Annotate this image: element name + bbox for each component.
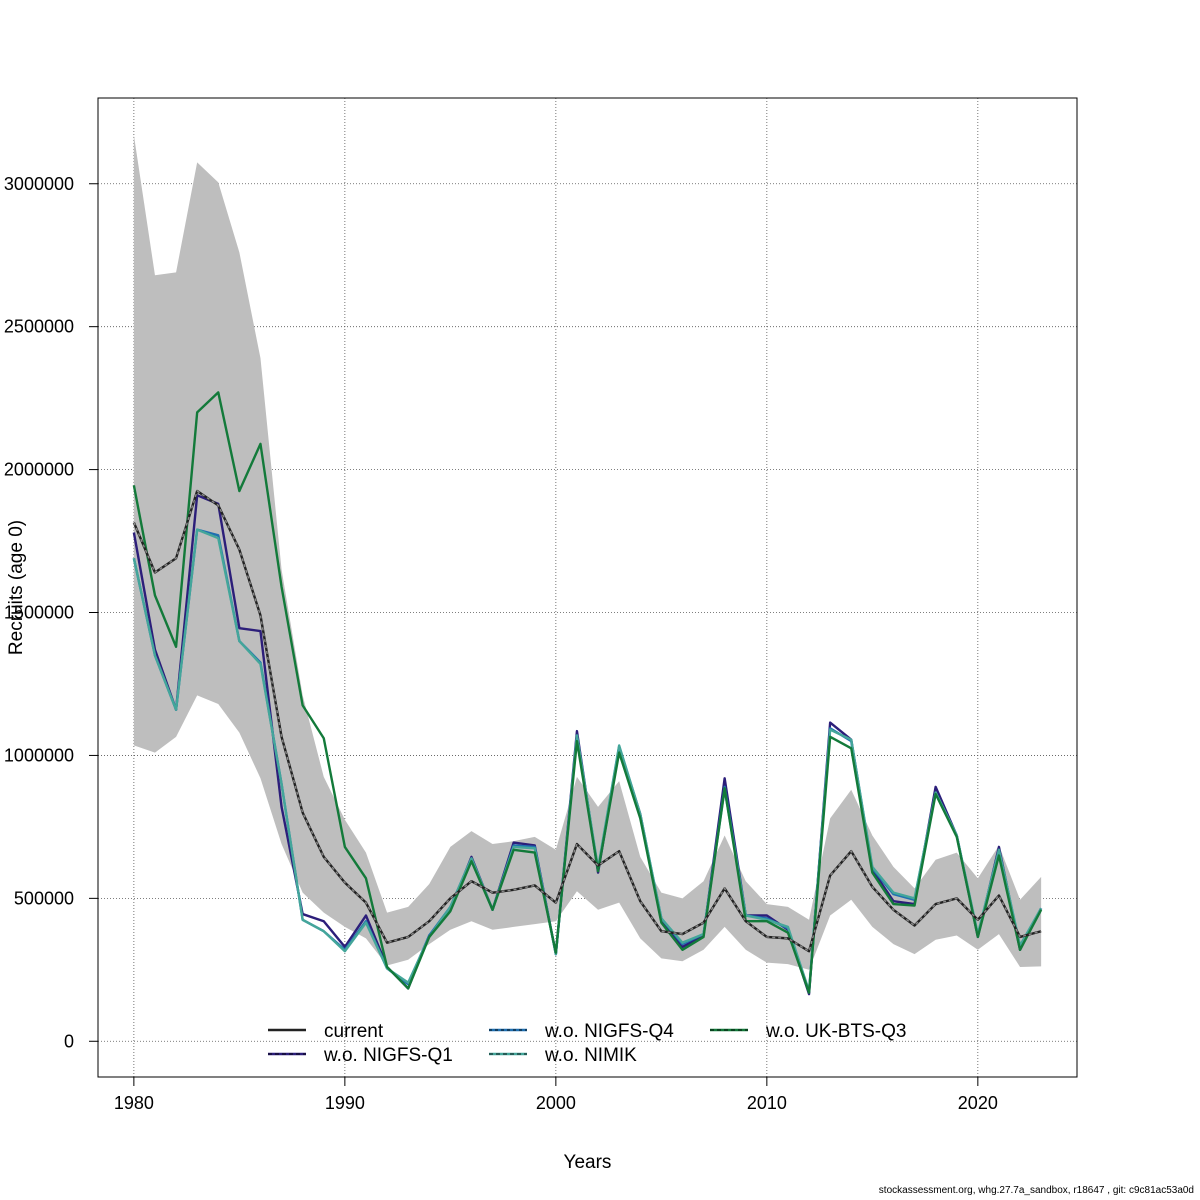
series-lines bbox=[132, 391, 1043, 996]
x-tick-label: 1990 bbox=[325, 1093, 365, 1113]
legend-item: w.o. NIGFS-Q4 bbox=[489, 1021, 674, 1042]
confidence-band bbox=[133, 135, 1042, 970]
legend-item: w.o. NIMIK bbox=[489, 1045, 637, 1066]
legend-item: current bbox=[268, 1021, 384, 1042]
x-axis-title: Years bbox=[564, 1152, 612, 1173]
legend-label: w.o. UK-BTS-Q3 bbox=[765, 1021, 906, 1042]
y-axis-title: Recruits (age 0) bbox=[6, 520, 27, 655]
series-line-current-dotted bbox=[133, 489, 1042, 953]
footer-credit: stockassessment.org, whg.27.7a_sandbox, … bbox=[878, 1185, 1194, 1196]
y-tick-label: 1500000 bbox=[4, 603, 74, 623]
legend-item: w.o. NIGFS-Q1 bbox=[268, 1045, 453, 1066]
x-tick-label: 1980 bbox=[114, 1093, 154, 1113]
y-tick-label: 2000000 bbox=[4, 460, 74, 480]
x-axis: 1980 1990 2000 2010 2020 bbox=[114, 1076, 998, 1113]
x-tick-label: 2000 bbox=[536, 1093, 576, 1113]
series-line-w-o-uk-bts-q3 bbox=[132, 391, 1043, 994]
confidence-band-area bbox=[133, 135, 1042, 970]
legend-label: w.o. NIGFS-Q1 bbox=[323, 1045, 453, 1066]
y-tick-label: 1000000 bbox=[4, 745, 74, 765]
legend-label: current bbox=[324, 1021, 384, 1042]
y-tick-label: 0 bbox=[64, 1031, 74, 1051]
legend-label: w.o. NIMIK bbox=[544, 1045, 637, 1066]
y-axis: 0 500000 1000000 1500000 2000000 2500000 30000… bbox=[4, 174, 99, 1051]
legend-item: w.o. UK-BTS-Q3 bbox=[710, 1021, 906, 1042]
y-tick-label: 3000000 bbox=[4, 174, 74, 194]
legend-label: w.o. NIGFS-Q4 bbox=[544, 1021, 674, 1042]
x-tick-label: 2010 bbox=[747, 1093, 787, 1113]
y-tick-label: 2500000 bbox=[4, 317, 74, 337]
y-tick-label: 500000 bbox=[14, 888, 74, 908]
legend: current w.o. NIGFS-Q1 w.o. NIGFS-Q4 w.o. NI… bbox=[268, 1021, 906, 1066]
x-tick-label: 2020 bbox=[958, 1093, 998, 1113]
